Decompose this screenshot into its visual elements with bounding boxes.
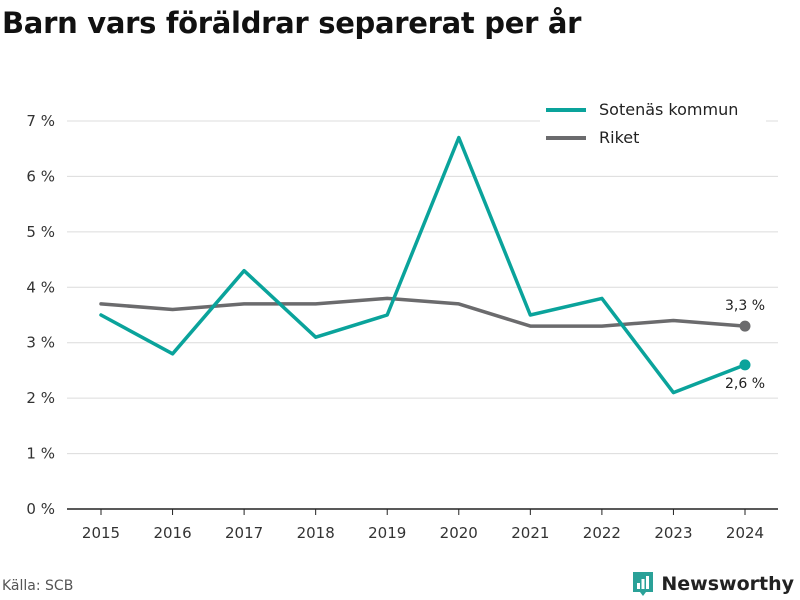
chart-logo-icon bbox=[633, 572, 654, 596]
x-axis: 2015 2016 2017 2018 2019 2020 2021 2022 2023 2024 bbox=[67, 508, 778, 542]
x-tick-label: 2022 bbox=[583, 524, 621, 542]
y-tick-label: 2 % bbox=[26, 389, 55, 407]
x-tick-label: 2024 bbox=[726, 524, 764, 542]
grid-lines bbox=[67, 120, 778, 455]
x-tick-label: 2017 bbox=[225, 524, 263, 542]
series-lines bbox=[99, 135, 747, 395]
x-tick-label: 2015 bbox=[82, 524, 120, 542]
y-tick-label: 7 % bbox=[26, 112, 55, 130]
y-tick-label: 6 % bbox=[26, 167, 55, 185]
series-line-riket bbox=[99, 296, 747, 328]
end-point-riket bbox=[739, 320, 751, 332]
y-tick-label: 4 % bbox=[26, 278, 55, 296]
legend: Sotenäs kommun Riket bbox=[540, 96, 766, 156]
end-label-sotenas: 2,6 % bbox=[725, 376, 765, 392]
legend-label-sotenas: Sotenäs kommun bbox=[599, 100, 738, 119]
x-tick-label: 2019 bbox=[368, 524, 406, 542]
brand-name: Newsworthy bbox=[661, 573, 794, 595]
source-note: Källa: SCB bbox=[2, 578, 74, 594]
series-line-sotenas bbox=[99, 135, 747, 395]
x-tick-label: 2023 bbox=[654, 524, 692, 542]
y-axis-ticks: 0 % 1 % 2 % 3 % 4 % 5 % 6 % 7 % bbox=[26, 112, 55, 518]
y-tick-label: 5 % bbox=[26, 223, 55, 241]
x-tick-label: 2021 bbox=[511, 524, 549, 542]
legend-label-riket: Riket bbox=[599, 128, 639, 147]
end-point-sotenas bbox=[739, 359, 751, 371]
y-tick-label: 1 % bbox=[26, 445, 55, 463]
y-tick-label: 0 % bbox=[26, 500, 55, 518]
y-tick-label: 3 % bbox=[26, 334, 55, 352]
chart-title: Barn vars föräldrar separerat per år bbox=[2, 6, 582, 40]
x-tick-label: 2020 bbox=[440, 524, 478, 542]
end-label-riket: 3,3 % bbox=[725, 298, 765, 314]
x-tick-label: 2018 bbox=[297, 524, 335, 542]
end-markers: 2,6 % 3,3 % bbox=[725, 298, 765, 392]
x-tick-label: 2016 bbox=[153, 524, 191, 542]
legend-background bbox=[540, 96, 766, 156]
brand-logo: Newsworthy bbox=[631, 570, 794, 598]
